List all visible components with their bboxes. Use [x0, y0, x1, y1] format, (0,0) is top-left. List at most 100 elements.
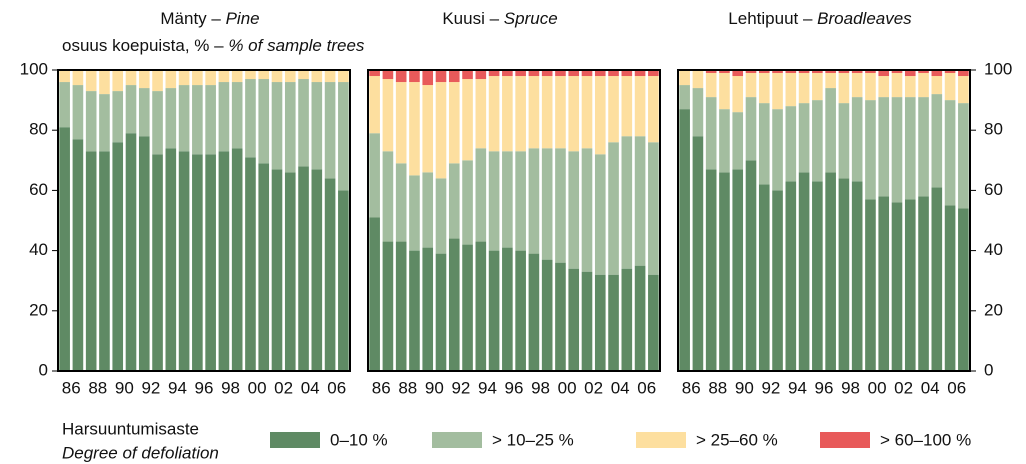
bar-segment	[555, 70, 566, 77]
bar-segment	[324, 70, 336, 83]
bar-segment	[944, 205, 956, 371]
panel-title-en: Broadleaves	[817, 9, 912, 28]
bar-segment	[284, 82, 296, 173]
y-tick-label: 20	[984, 300, 1003, 319]
y-tick-label: 0	[39, 360, 48, 379]
bar-segment	[178, 151, 190, 371]
legend-label: 0–10 %	[330, 430, 388, 449]
panel-title-fi: Mänty –	[160, 9, 221, 28]
bar-segment	[165, 88, 177, 149]
bar-segment	[568, 151, 580, 269]
bar-segment	[608, 274, 619, 371]
bar-segment	[395, 241, 407, 371]
x-tick-label: 06	[637, 378, 656, 397]
legend-swatch	[820, 432, 870, 448]
bar-segment	[648, 142, 659, 275]
bar-segment	[125, 133, 137, 371]
bar-segment	[878, 70, 890, 77]
bar-segment	[152, 91, 163, 155]
bar-segment	[435, 70, 447, 83]
bar-segment	[99, 151, 110, 371]
bar-segment	[138, 88, 150, 137]
bar-segment	[475, 148, 487, 242]
bar-segment	[338, 70, 349, 83]
bar-segment	[745, 97, 757, 161]
bar-segment	[798, 172, 810, 371]
bar-segment	[165, 148, 177, 371]
bar-segment	[758, 73, 770, 104]
bar-segment	[581, 271, 593, 371]
bar-segment	[324, 178, 336, 371]
bar-segment	[679, 109, 690, 371]
bar-segment	[488, 250, 500, 371]
bar-segment	[85, 151, 97, 371]
bar-segment	[812, 100, 823, 182]
bar-segment	[462, 244, 473, 371]
bar-segment	[99, 94, 110, 152]
x-tick-label: 06	[327, 378, 346, 397]
bar-segment	[369, 133, 380, 218]
x-tick-label: 02	[894, 378, 913, 397]
bar-segment	[502, 70, 513, 77]
bar-segment	[825, 88, 836, 173]
panel-title: Lehtipuut – Broadleaves	[728, 9, 912, 28]
bar-segment	[918, 196, 929, 371]
bar-segment	[475, 79, 487, 149]
bar-segment	[931, 94, 943, 188]
bar-segment	[785, 181, 797, 371]
bar-segment	[634, 76, 646, 137]
bar-segment	[705, 70, 717, 74]
bar-segment	[865, 100, 876, 200]
panel-frame	[367, 69, 661, 372]
bar-segment	[679, 85, 690, 110]
bar-segment	[395, 70, 407, 83]
bar-segment	[271, 169, 283, 371]
bar-segment	[719, 172, 730, 371]
x-tick-label: 96	[195, 378, 214, 397]
bar-segment	[679, 70, 690, 86]
bar-segment	[298, 166, 309, 371]
panel-title: Mänty – Pine	[160, 9, 259, 28]
bar-segment	[705, 169, 717, 371]
bar-segment	[692, 136, 704, 371]
bar-segment	[515, 76, 526, 152]
legend-title: Harsuuntumisaste	[62, 419, 199, 438]
bar-segment	[692, 70, 704, 89]
bar-segment	[218, 82, 230, 152]
bar-segment	[758, 70, 770, 74]
bar-segment	[648, 274, 659, 371]
bar-segment	[192, 85, 203, 155]
bar-segment	[851, 73, 863, 98]
panel-title-en: Spruce	[504, 9, 558, 28]
x-tick-label: 04	[921, 378, 940, 397]
bar-segment	[772, 73, 783, 110]
bar-segment	[59, 70, 70, 83]
bar-segment	[231, 148, 243, 371]
bar-segment	[958, 103, 969, 209]
x-tick-label: 94	[168, 378, 187, 397]
bar-segment	[581, 70, 593, 77]
y-tick-label: 80	[984, 120, 1003, 139]
x-tick-label: 00	[248, 378, 267, 397]
bar-segment	[488, 76, 500, 152]
bar-segment	[515, 70, 526, 77]
bar-segment	[422, 247, 434, 371]
bar-segment	[85, 70, 97, 92]
bar-segment	[422, 172, 434, 248]
bar-segment	[409, 82, 420, 176]
bar-segment	[178, 70, 190, 86]
x-tick-label: 96	[505, 378, 524, 397]
bar-segment	[59, 82, 70, 128]
bar-segment	[541, 259, 553, 371]
bar-segment	[245, 79, 256, 158]
bar-segment	[568, 268, 580, 371]
panel-title-en: Pine	[226, 9, 260, 28]
y-tick-label: 100	[984, 59, 1012, 78]
bar-segment	[785, 106, 797, 182]
bar-segment	[528, 148, 540, 254]
legend-swatch	[270, 432, 320, 448]
bar-segment	[462, 70, 473, 80]
bar-segment	[958, 76, 969, 104]
bar-segment	[772, 109, 783, 191]
bar-segment	[284, 172, 296, 371]
